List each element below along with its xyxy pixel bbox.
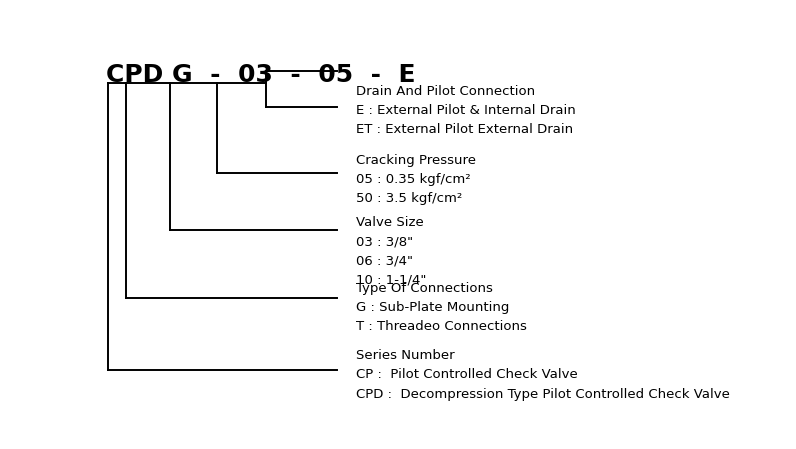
Text: T : Threadeo Connections: T : Threadeo Connections	[356, 320, 526, 333]
Text: CP :  Pilot Controlled Check Valve: CP : Pilot Controlled Check Valve	[356, 369, 577, 382]
Text: Series Number: Series Number	[356, 349, 455, 362]
Text: 10 : 1-1/4": 10 : 1-1/4"	[356, 273, 426, 286]
Text: 03 : 3/8": 03 : 3/8"	[356, 235, 412, 248]
Text: 06 : 3/4": 06 : 3/4"	[356, 255, 412, 268]
Text: Cracking Pressure: Cracking Pressure	[356, 154, 475, 167]
Text: ET : External Pilot External Drain: ET : External Pilot External Drain	[356, 123, 572, 136]
Text: G : Sub-Plate Mounting: G : Sub-Plate Mounting	[356, 301, 509, 314]
Text: CPD :  Decompression Type Pilot Controlled Check Valve: CPD : Decompression Type Pilot Controlle…	[356, 387, 729, 401]
Text: Drain And Pilot Connection: Drain And Pilot Connection	[356, 85, 535, 98]
Text: 50 : 3.5 kgf/cm²: 50 : 3.5 kgf/cm²	[356, 192, 462, 205]
Text: 05 : 0.35 kgf/cm²: 05 : 0.35 kgf/cm²	[356, 173, 470, 186]
Text: CPD G  -  03  -  05  -  E: CPD G - 03 - 05 - E	[106, 62, 416, 87]
Text: Valve Size: Valve Size	[356, 216, 423, 229]
Text: Type Of Connections: Type Of Connections	[356, 282, 493, 295]
Text: E : External Pilot & Internal Drain: E : External Pilot & Internal Drain	[356, 104, 576, 117]
